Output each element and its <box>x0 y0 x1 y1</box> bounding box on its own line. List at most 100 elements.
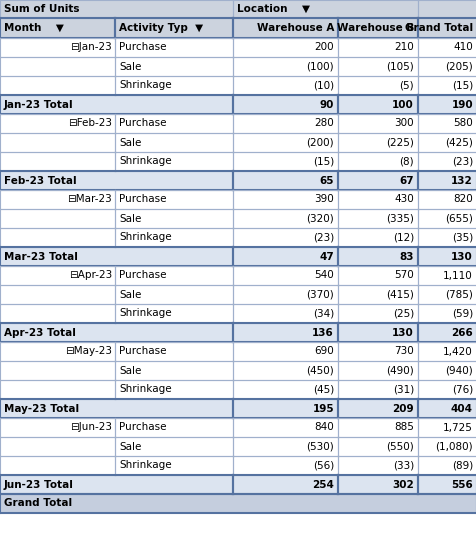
Bar <box>337 418 417 437</box>
Bar <box>232 247 337 266</box>
Bar <box>232 266 337 285</box>
Text: (105): (105) <box>386 61 413 72</box>
Bar <box>232 95 337 114</box>
Bar <box>0 304 115 323</box>
Text: 410: 410 <box>452 42 472 53</box>
Bar <box>115 285 232 304</box>
Bar <box>0 171 232 190</box>
Text: 100: 100 <box>391 100 413 109</box>
Bar <box>417 437 476 456</box>
Text: Shrinkage: Shrinkage <box>119 81 171 91</box>
Text: Sum of Units: Sum of Units <box>4 4 79 14</box>
Text: 404: 404 <box>450 403 472 414</box>
Text: 83: 83 <box>399 251 413 261</box>
Bar <box>0 475 232 494</box>
Bar <box>337 228 417 247</box>
Text: (10): (10) <box>312 81 333 91</box>
Bar <box>232 38 337 57</box>
Bar <box>0 494 476 513</box>
Text: (5): (5) <box>398 81 413 91</box>
Text: 190: 190 <box>450 100 472 109</box>
Bar <box>232 342 337 361</box>
Bar <box>417 475 476 494</box>
Bar <box>232 418 337 437</box>
Text: Purchase: Purchase <box>119 346 166 357</box>
Bar <box>0 133 115 152</box>
Bar <box>115 380 232 399</box>
Bar <box>417 76 476 95</box>
Text: (335): (335) <box>385 214 413 223</box>
Bar <box>417 456 476 475</box>
Bar <box>337 18 417 38</box>
Text: 90: 90 <box>319 100 333 109</box>
Bar <box>417 266 476 285</box>
Bar <box>417 38 476 57</box>
Bar <box>0 0 232 18</box>
Text: (12): (12) <box>392 233 413 242</box>
Text: (15): (15) <box>312 157 333 166</box>
Bar <box>417 209 476 228</box>
Bar <box>115 266 232 285</box>
Text: 67: 67 <box>398 176 413 185</box>
Bar <box>0 38 115 57</box>
Text: 570: 570 <box>394 270 413 281</box>
Bar <box>0 266 115 285</box>
Text: 820: 820 <box>452 195 472 204</box>
Bar <box>0 323 232 342</box>
Text: 132: 132 <box>450 176 472 185</box>
Bar <box>337 304 417 323</box>
Text: Purchase: Purchase <box>119 119 166 128</box>
Bar <box>0 76 115 95</box>
Text: Shrinkage: Shrinkage <box>119 384 171 395</box>
Text: May-23 Total: May-23 Total <box>4 403 79 414</box>
Bar <box>337 38 417 57</box>
Text: Sale: Sale <box>119 442 141 451</box>
Text: (450): (450) <box>306 365 333 376</box>
Text: 266: 266 <box>450 327 472 338</box>
Bar <box>337 342 417 361</box>
Text: (31): (31) <box>392 384 413 395</box>
Bar <box>0 247 232 266</box>
Text: 195: 195 <box>312 403 333 414</box>
Bar <box>0 437 115 456</box>
Bar <box>417 380 476 399</box>
Text: (205): (205) <box>444 61 472 72</box>
Text: ⊟Feb-23: ⊟Feb-23 <box>68 119 112 128</box>
Bar <box>232 133 337 152</box>
Text: Purchase: Purchase <box>119 423 166 433</box>
Bar <box>115 57 232 76</box>
Bar <box>417 95 476 114</box>
Text: (23): (23) <box>312 233 333 242</box>
Bar <box>232 228 337 247</box>
Text: (15): (15) <box>451 81 472 91</box>
Text: Shrinkage: Shrinkage <box>119 308 171 319</box>
Bar <box>337 437 417 456</box>
Text: Sale: Sale <box>119 214 141 223</box>
Bar <box>115 190 232 209</box>
Bar <box>417 228 476 247</box>
Bar <box>337 361 417 380</box>
Bar <box>232 152 337 171</box>
Text: 390: 390 <box>314 195 333 204</box>
Bar <box>232 0 417 18</box>
Text: (100): (100) <box>306 61 333 72</box>
Bar <box>232 380 337 399</box>
Text: 540: 540 <box>314 270 333 281</box>
Text: (33): (33) <box>392 461 413 470</box>
Bar <box>337 171 417 190</box>
Bar <box>417 285 476 304</box>
Bar <box>232 57 337 76</box>
Bar <box>232 209 337 228</box>
Text: Shrinkage: Shrinkage <box>119 461 171 470</box>
Bar <box>0 228 115 247</box>
Bar <box>0 190 115 209</box>
Text: 200: 200 <box>314 42 333 53</box>
Text: Sale: Sale <box>119 365 141 376</box>
Text: (8): (8) <box>398 157 413 166</box>
Bar <box>0 399 232 418</box>
Text: (425): (425) <box>444 138 472 147</box>
Text: Shrinkage: Shrinkage <box>119 157 171 166</box>
Text: Jun-23 Total: Jun-23 Total <box>4 480 74 489</box>
Text: 300: 300 <box>394 119 413 128</box>
Text: (1,080): (1,080) <box>435 442 472 451</box>
